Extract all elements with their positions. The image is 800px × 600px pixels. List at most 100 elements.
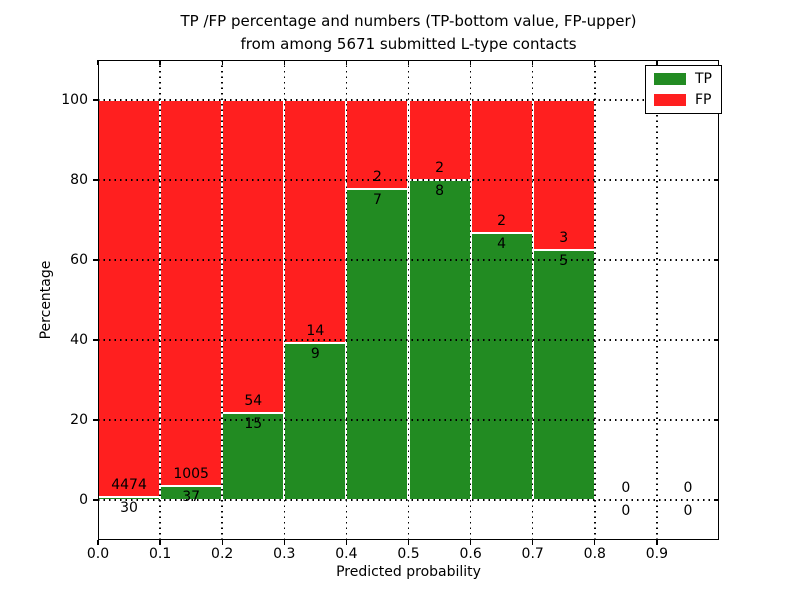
x-tick-top <box>656 60 658 65</box>
fp-count-label: 0 <box>621 480 631 496</box>
x-tick <box>221 540 223 545</box>
tp-count-label: 0 <box>621 503 631 519</box>
fp-bar-segment <box>284 100 347 344</box>
gridline-x-0.9 <box>656 60 658 540</box>
x-tick <box>97 540 99 545</box>
y-tick <box>93 499 98 501</box>
gridline-x-0.7 <box>531 60 534 540</box>
x-tick-top <box>532 60 534 65</box>
x-tick <box>532 540 534 545</box>
x-tick-top <box>469 60 472 65</box>
x-tick-top <box>594 60 596 65</box>
x-tick <box>159 540 161 545</box>
y-tick-label: 20 <box>70 412 88 428</box>
chart-title-line-2: from among 5671 submitted L-type contact… <box>240 35 577 53</box>
tp-bar-segment <box>532 250 595 500</box>
fp-count-label: 2 <box>372 168 382 185</box>
x-tick-top <box>407 60 410 65</box>
x-tick <box>656 540 658 545</box>
tp-count-label: 9 <box>310 346 320 363</box>
y-tick-label: 100 <box>61 92 88 108</box>
fp-count-label: 0 <box>683 480 693 496</box>
fp-count-label: 54 <box>244 393 263 410</box>
y-tick <box>93 259 98 261</box>
y-tick-label: 80 <box>70 172 88 188</box>
tp-count-label: 5 <box>559 253 569 269</box>
tp-count-label: 15 <box>244 416 263 433</box>
legend-swatch-tp-icon <box>654 73 686 85</box>
y-tick-right <box>714 339 719 341</box>
legend-label-fp: FP <box>695 92 712 108</box>
fp-count-label: 1005 <box>173 465 209 482</box>
fp-count-label: 2 <box>435 160 444 176</box>
x-tick-label: 0.5 <box>397 546 420 562</box>
gridline-x-0.6 <box>469 60 472 540</box>
chart-title: TP /FP percentage and numbers (TP-bottom… <box>98 10 719 56</box>
chart-title-line-1: TP /FP percentage and numbers (TP-bottom… <box>180 12 637 30</box>
x-tick <box>469 540 472 545</box>
gridline-x-0.5 <box>407 60 410 540</box>
x-tick-top <box>221 60 223 65</box>
y-tick-label: 0 <box>79 492 88 508</box>
tp-count-label: 0 <box>683 503 693 519</box>
legend-swatch-fp-icon <box>654 94 686 106</box>
y-tick-label: 60 <box>70 252 88 268</box>
x-tick-label: 0.0 <box>86 546 110 562</box>
y-tick-right <box>714 179 719 181</box>
x-tick <box>283 540 285 545</box>
fp-bar-segment <box>532 100 595 250</box>
y-tick-right <box>714 499 719 501</box>
fp-bar-segment <box>222 100 285 414</box>
x-tick-label: 0.8 <box>583 546 606 562</box>
gridline-x-0.1 <box>159 60 161 540</box>
x-tick <box>407 540 410 545</box>
x-tick <box>594 540 596 545</box>
tp-count-label: 7 <box>372 191 382 208</box>
x-tick-label: 0.3 <box>273 546 296 562</box>
y-tick-label: 40 <box>70 332 88 348</box>
legend: TP FP <box>645 65 722 114</box>
x-axis-label: Predicted probability <box>336 564 481 580</box>
x-tick-label: 0.2 <box>211 546 234 562</box>
gridline-x-0.2 <box>221 60 223 540</box>
x-tick-label: 0.9 <box>645 546 669 562</box>
x-tick-top <box>159 60 161 65</box>
gridline-x-0.4 <box>345 60 348 540</box>
tp-count-label: 30 <box>120 500 138 517</box>
tp-bar-segment <box>222 413 285 500</box>
legend-entry-fp: FP <box>654 93 712 107</box>
y-tick-right <box>714 259 719 261</box>
x-tick-label: 0.6 <box>459 546 482 562</box>
fp-bar-segment <box>98 100 161 498</box>
fp-count-label: 4474 <box>111 477 147 494</box>
gridline-x-0.3 <box>283 60 286 540</box>
fp-count-label: 2 <box>497 213 507 230</box>
tp-count-label: 37 <box>182 488 201 505</box>
tp-count-label: 4 <box>497 236 507 253</box>
gridline-x-0.8 <box>594 60 596 540</box>
fp-count-label: 3 <box>559 230 569 246</box>
y-tick <box>93 179 98 181</box>
x-tick-label: 0.1 <box>148 546 172 562</box>
y-tick <box>93 419 98 421</box>
tp-bar-segment <box>284 343 347 500</box>
legend-entry-tp: TP <box>654 72 712 86</box>
tp-count-label: 8 <box>435 183 444 199</box>
x-tick-label: 0.7 <box>521 546 544 562</box>
y-tick <box>93 339 98 341</box>
y-tick <box>93 99 98 101</box>
fp-count-label: 14 <box>306 323 325 340</box>
x-tick-top <box>283 60 285 65</box>
y-axis-label: Percentage <box>38 260 54 340</box>
x-tick-top <box>97 60 99 65</box>
tp-bar-segment <box>470 233 533 500</box>
x-tick-top <box>345 60 348 65</box>
legend-label-tp: TP <box>695 71 712 87</box>
x-tick-label: 0.4 <box>335 546 358 562</box>
tp-bar-segment <box>346 188 409 500</box>
y-tick-right <box>714 419 719 421</box>
x-tick <box>345 540 348 545</box>
fp-bar-segment <box>160 100 223 486</box>
plot-area: 4474 30 1005 37 54 15 14 9 2 7 2 8 2 4 3 5 0 0 0 0 <box>97 60 719 540</box>
